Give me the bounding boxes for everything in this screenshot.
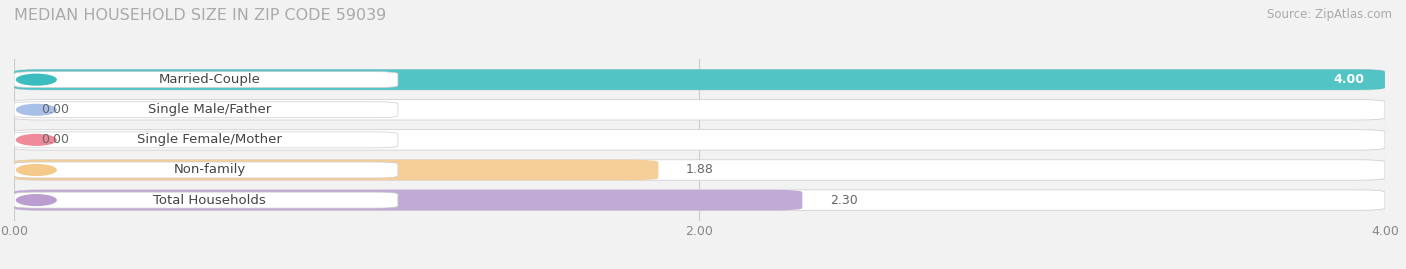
FancyBboxPatch shape <box>14 69 1385 90</box>
FancyBboxPatch shape <box>14 192 398 208</box>
FancyBboxPatch shape <box>14 190 803 210</box>
Text: 2.30: 2.30 <box>830 194 858 207</box>
Text: MEDIAN HOUSEHOLD SIZE IN ZIP CODE 59039: MEDIAN HOUSEHOLD SIZE IN ZIP CODE 59039 <box>14 8 387 23</box>
Text: Source: ZipAtlas.com: Source: ZipAtlas.com <box>1267 8 1392 21</box>
Text: 4.00: 4.00 <box>1333 73 1364 86</box>
FancyBboxPatch shape <box>14 100 1385 120</box>
Text: Total Households: Total Households <box>153 194 266 207</box>
FancyBboxPatch shape <box>14 162 398 178</box>
FancyBboxPatch shape <box>14 190 1385 210</box>
FancyBboxPatch shape <box>14 160 1385 180</box>
Text: Single Female/Mother: Single Female/Mother <box>136 133 281 146</box>
FancyBboxPatch shape <box>14 69 1385 90</box>
Ellipse shape <box>15 194 56 206</box>
Ellipse shape <box>15 164 56 176</box>
Text: 1.88: 1.88 <box>686 164 714 176</box>
Text: Non-family: Non-family <box>173 164 246 176</box>
FancyBboxPatch shape <box>14 102 398 118</box>
Text: Single Male/Father: Single Male/Father <box>148 103 271 116</box>
FancyBboxPatch shape <box>14 72 398 88</box>
Text: 0.00: 0.00 <box>42 133 69 146</box>
FancyBboxPatch shape <box>14 160 658 180</box>
Text: Married-Couple: Married-Couple <box>159 73 260 86</box>
Ellipse shape <box>15 74 56 86</box>
Text: 0.00: 0.00 <box>42 103 69 116</box>
FancyBboxPatch shape <box>14 132 398 148</box>
FancyBboxPatch shape <box>14 130 1385 150</box>
Ellipse shape <box>15 104 56 116</box>
Ellipse shape <box>15 134 56 146</box>
